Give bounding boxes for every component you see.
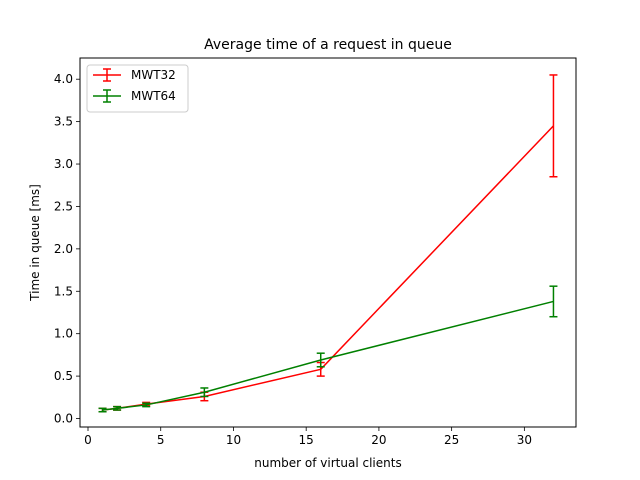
- y-tick-label: 3.5: [54, 115, 73, 129]
- x-tick-label: 5: [157, 433, 165, 447]
- y-tick-label: 4.0: [54, 72, 73, 86]
- x-tick-label: 20: [371, 433, 386, 447]
- x-axis: 0 5 10 15 20 25 30: [84, 427, 532, 447]
- series-line-mwt64: [102, 300, 554, 411]
- y-axis: 0.0 0.5 1.0 1.5 2.0 2.5 3.0 3.5 4.0: [54, 72, 80, 426]
- y-tick-label: 1.0: [54, 327, 73, 341]
- y-tick-label: 3.0: [54, 157, 73, 171]
- x-tick-label: 10: [226, 433, 241, 447]
- error-bar: [316, 352, 325, 368]
- error-bar: [113, 405, 122, 411]
- y-tick-label: 0.0: [54, 412, 73, 426]
- axes-frame: [79, 57, 577, 428]
- plot-area: [98, 74, 558, 413]
- x-tick-label: 0: [84, 433, 92, 447]
- y-tick-label: 0.5: [54, 369, 73, 383]
- x-axis-label: number of virtual clients: [254, 456, 401, 470]
- legend-box: [86, 64, 189, 113]
- x-tick-label: 15: [299, 433, 314, 447]
- legend-label: MWT32: [131, 68, 176, 82]
- error-bar: [142, 402, 151, 408]
- y-tick-label: 1.5: [54, 284, 73, 298]
- x-tick-label: 30: [517, 433, 532, 447]
- error-bar: [549, 74, 558, 178]
- error-bar: [549, 285, 558, 318]
- y-tick-label: 2.0: [54, 242, 73, 256]
- series-mwt64: [98, 285, 558, 413]
- legend: MWT32 MWT64: [86, 64, 189, 113]
- error-bar: [200, 387, 209, 398]
- x-tick-label: 25: [444, 433, 459, 447]
- error-bar: [98, 407, 107, 413]
- legend-item-mwt32: MWT32: [93, 68, 176, 82]
- legend-item-mwt64: MWT64: [93, 89, 176, 103]
- y-tick-label: 2.5: [54, 199, 73, 213]
- y-axis-label: Time in queue [ms]: [28, 184, 42, 302]
- chart-title: Average time of a request in queue: [204, 37, 452, 53]
- legend-label: MWT64: [131, 89, 176, 103]
